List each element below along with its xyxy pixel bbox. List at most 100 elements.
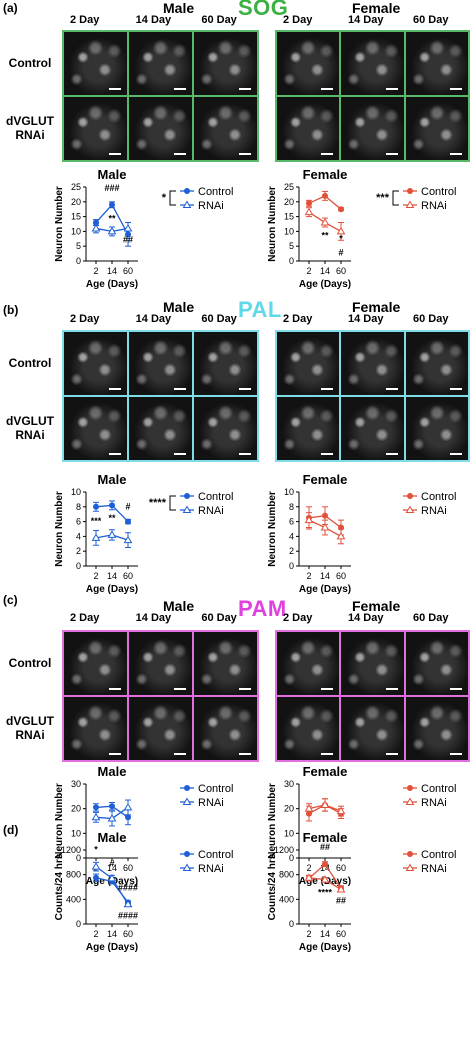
row-label-rnai: dVGLUT RNAi <box>6 114 54 142</box>
legend-marker-control <box>184 785 190 791</box>
micrograph <box>64 32 127 95</box>
chart-legend: Control RNAi <box>180 783 233 809</box>
legend-label-rnai: RNAi <box>198 200 224 212</box>
legend-bracket <box>169 495 176 511</box>
data-point-control <box>322 192 328 199</box>
scale-bar <box>385 388 398 390</box>
data-point-rnai <box>336 531 346 540</box>
legend-marker-control <box>407 851 413 857</box>
legend-bracket <box>169 190 176 206</box>
y-tick-label: 5 <box>289 241 294 251</box>
micrograph <box>405 697 468 760</box>
significance-annotation: *** <box>91 516 102 526</box>
x-tick-label: 14 <box>107 929 117 939</box>
significance-annotation: ** <box>108 213 116 223</box>
x-tick-label: 2 <box>306 266 311 276</box>
y-tick-label: 0 <box>289 256 294 266</box>
scale-bar <box>321 153 334 155</box>
legend-label-rnai: RNAi <box>198 505 224 517</box>
scale-bar <box>174 88 186 90</box>
y-axis-label: Neuron Number <box>54 783 65 859</box>
data-point-rnai <box>320 523 330 531</box>
data-point-control <box>322 512 328 519</box>
legend-label-control: Control <box>198 491 233 503</box>
legend-marker-control <box>407 188 413 194</box>
significance-annotation: ** <box>321 231 329 241</box>
y-tick-label: 1200 <box>274 845 294 855</box>
micrograph <box>277 32 340 95</box>
region-title-b: PAL <box>238 297 282 322</box>
y-axis-label: Neuron Number <box>54 186 65 262</box>
micrograph <box>64 697 127 760</box>
day-header: 2 Day <box>283 14 313 26</box>
scale-bar <box>239 388 251 390</box>
scale-bar <box>174 753 186 755</box>
day-header: 2 Day <box>283 313 313 325</box>
x-tick-label: 2 <box>306 863 311 873</box>
scale-bar <box>385 753 398 755</box>
scale-bar <box>449 453 462 455</box>
micrograph <box>194 32 257 95</box>
panel-a-label: (a) <box>3 1 18 15</box>
chart-title: Female <box>303 764 348 779</box>
scale-bar <box>174 688 186 690</box>
significance-annotation: # <box>109 858 114 868</box>
day-header: 14 Day <box>348 313 384 325</box>
scale-bar <box>174 453 186 455</box>
day-header: 60 Day <box>413 612 449 624</box>
day-header: 2 Day <box>70 14 100 26</box>
data-point-rnai <box>91 533 101 541</box>
data-point-rnai <box>123 223 133 232</box>
data-point-control <box>93 874 99 881</box>
micrograph <box>194 632 257 695</box>
micrograph <box>277 632 340 695</box>
female-header: Female <box>352 0 401 16</box>
y-tick-label: 800 <box>279 870 294 880</box>
data-point-rnai <box>320 800 330 808</box>
data-point-rnai <box>123 802 133 811</box>
significance-annotation: #### <box>118 882 138 892</box>
legend-label-rnai: RNAi <box>198 797 224 809</box>
chart-male-6: Male 0 400 800 1200 2 14 60 Age (Days) Counts/24 … <box>20 828 235 968</box>
y-tick-label: 30 <box>284 779 294 789</box>
y-tick-label: 1200 <box>61 845 81 855</box>
legend-marker-rnai <box>405 797 415 805</box>
data-point-control <box>338 206 344 213</box>
x-tick-label: 14 <box>107 266 117 276</box>
male-image-grid <box>62 30 259 162</box>
legend-significance: * <box>162 192 167 204</box>
data-point-rnai <box>304 804 314 812</box>
scale-bar <box>239 153 251 155</box>
data-point-rnai <box>107 226 117 235</box>
significance-annotation: ## <box>123 234 133 244</box>
male-image-grid <box>62 330 259 462</box>
micrograph <box>64 97 127 160</box>
significance-annotation: ## <box>320 842 330 852</box>
chart-female-7: Female 0 400 800 1200 2 14 60 Age (Days) Counts/2… <box>233 828 456 968</box>
scale-bar <box>239 688 251 690</box>
significance-annotation: * <box>94 845 98 855</box>
scale-bar <box>449 153 462 155</box>
legend-marker-control <box>184 851 190 857</box>
scale-bar <box>239 753 251 755</box>
x-axis-label: Age (Days) <box>299 279 351 290</box>
x-tick-label: 60 <box>123 929 133 939</box>
x-tick-label: 14 <box>320 266 330 276</box>
data-point-rnai <box>123 535 133 544</box>
micrograph <box>341 697 404 760</box>
micrograph <box>277 97 340 160</box>
data-point-rnai <box>107 814 117 822</box>
scale-bar <box>174 153 186 155</box>
data-point-rnai <box>304 515 314 524</box>
data-point-control <box>125 518 131 525</box>
day-header: 2 Day <box>283 612 313 624</box>
legend-marker-rnai <box>405 863 415 871</box>
day-header: 14 Day <box>135 313 172 325</box>
chart-legend: Control RNAi <box>403 849 456 875</box>
data-point-rnai <box>336 884 346 893</box>
y-tick-label: 5 <box>76 241 81 251</box>
data-point-rnai <box>91 812 101 821</box>
scale-bar <box>449 388 462 390</box>
micrograph <box>341 332 404 395</box>
x-tick-label: 60 <box>336 571 346 581</box>
